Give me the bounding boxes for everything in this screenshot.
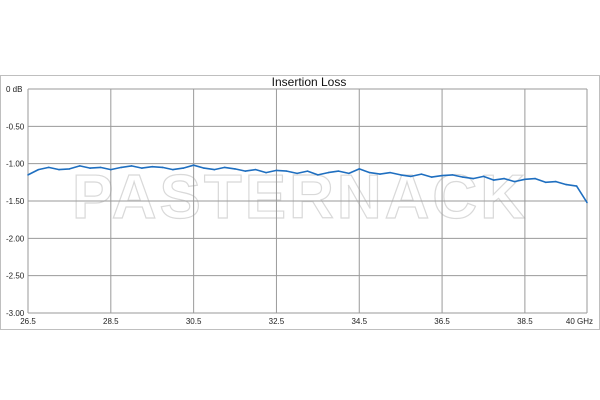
data-point [565, 183, 568, 186]
data-point [513, 180, 516, 183]
x-tick-label: 32.5 [269, 317, 285, 326]
data-point [410, 175, 412, 178]
watermark-logo: PASTERNACK [72, 163, 528, 232]
data-point [37, 168, 40, 171]
data-point [472, 177, 474, 180]
data-point [544, 181, 547, 184]
data-point [586, 201, 588, 204]
chart-border [0, 75, 600, 330]
data-point [203, 167, 205, 169]
x-tick-label: 30.5 [186, 317, 202, 326]
data-point [58, 168, 60, 171]
data-point [296, 172, 298, 175]
data-point [254, 168, 257, 171]
data-point [213, 168, 216, 171]
x-tick-label: 40 GHz [566, 317, 593, 326]
x-tick-label: 38.5 [517, 317, 533, 326]
y-tick-label: -2.00 [6, 234, 25, 243]
data-point [306, 170, 309, 172]
data-point [575, 185, 578, 187]
data-point [482, 175, 485, 178]
data-point [493, 179, 495, 181]
data-point [151, 165, 154, 168]
data-point [244, 170, 247, 172]
data-point [99, 166, 102, 169]
data-point [285, 170, 288, 172]
data-point [130, 165, 133, 167]
data-point [399, 174, 402, 176]
data-point [141, 167, 143, 169]
data-point [327, 171, 330, 174]
y-tick-label: -1.00 [6, 160, 25, 169]
data-point [503, 177, 505, 180]
x-tick-label: 26.5 [20, 317, 36, 326]
data-point [234, 168, 236, 170]
data-point [555, 180, 557, 183]
data-point [451, 174, 454, 176]
data-point [120, 166, 122, 169]
data-point [172, 168, 174, 171]
data-point [358, 168, 361, 170]
data-point [389, 171, 392, 174]
data-point [461, 176, 464, 178]
data-point [275, 169, 278, 172]
y-tick-label: -3.00 [6, 309, 25, 318]
y-tick-label: -1.50 [6, 197, 25, 206]
data-point [223, 166, 226, 169]
data-point [368, 171, 371, 174]
data-point [192, 164, 195, 166]
chart-title: Insertion Loss [272, 75, 347, 89]
y-tick-label: -2.50 [6, 272, 25, 281]
data-point [524, 178, 526, 181]
data-point [420, 173, 423, 175]
data-point [161, 166, 164, 169]
y-tick-label: -0.50 [6, 122, 25, 131]
data-point [68, 168, 71, 170]
x-tick-label: 28.5 [103, 317, 119, 326]
y-tick-label: 0 dB [6, 85, 22, 94]
data-point [317, 174, 319, 176]
data-point [430, 176, 433, 178]
data-point [78, 165, 81, 167]
data-point [348, 172, 350, 175]
data-point [47, 166, 50, 169]
grid-lines [27, 88, 588, 314]
data-point [337, 170, 340, 172]
data-point [110, 168, 112, 171]
data-point [441, 174, 443, 177]
data-point [534, 177, 537, 180]
data-point [182, 167, 185, 169]
data-point [27, 174, 29, 176]
x-tick-label: 36.5 [434, 317, 450, 326]
data-point [379, 173, 381, 175]
x-tick-label: 34.5 [351, 317, 367, 326]
data-point [265, 171, 267, 174]
data-point [89, 167, 91, 169]
series-layer [27, 164, 588, 204]
